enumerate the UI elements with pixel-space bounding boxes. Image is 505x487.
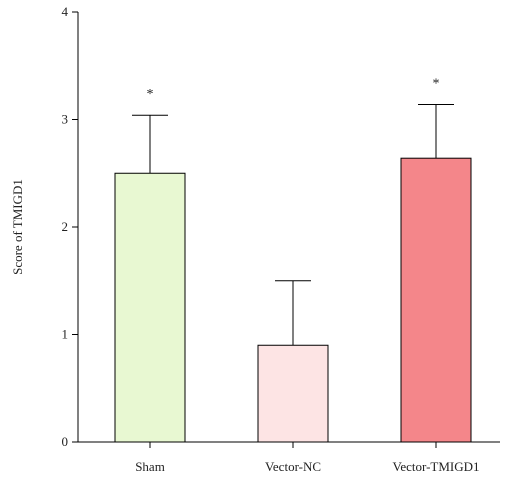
bar-vector-tmigd1	[400, 157, 472, 443]
y-tick-label: 4	[62, 4, 69, 19]
bar-vector-nc	[257, 344, 329, 443]
x-tick-label: Vector-TMIGD1	[392, 459, 479, 474]
y-tick-label: 0	[62, 434, 69, 449]
category-labels-group: Sham Vector-NC Vector-TMIGD1	[135, 459, 479, 474]
y-axis-title: Score of TMIGD1	[10, 179, 25, 275]
bars-group	[114, 157, 472, 443]
y-tick-label: 3	[62, 112, 69, 127]
y-tick-label: 2	[62, 219, 69, 234]
error-bars-group	[132, 103, 454, 346]
bar-sham	[114, 172, 186, 443]
y-tick-label: 1	[62, 327, 69, 342]
x-tick-label: Sham	[135, 459, 165, 474]
significance-marker: *	[433, 76, 440, 91]
significance-marker: *	[147, 87, 154, 102]
annotations-group: **	[147, 76, 440, 102]
x-tick-label: Vector-NC	[265, 459, 321, 474]
y-axis: 0 1 2 3 4	[62, 4, 79, 449]
x-axis	[78, 441, 500, 448]
